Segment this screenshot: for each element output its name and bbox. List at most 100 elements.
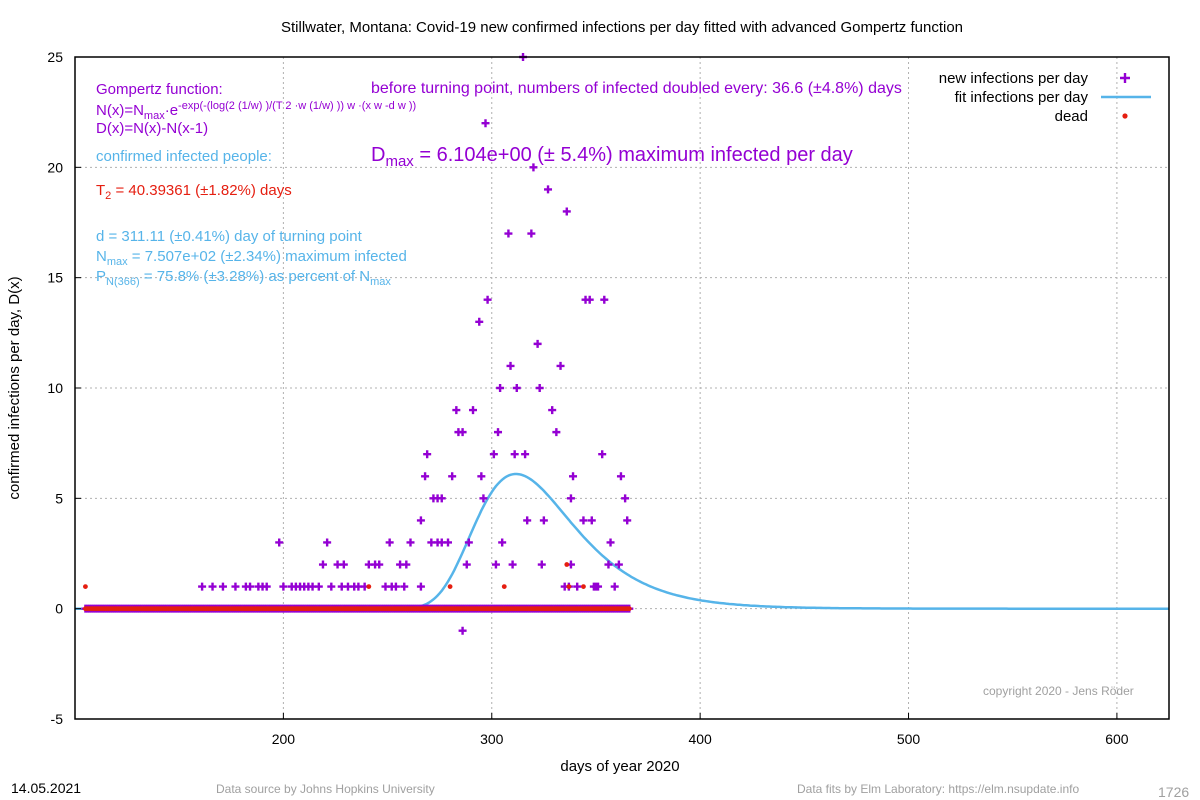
dead-point [564,562,570,567]
new-infection-point [423,450,432,459]
t2-sub: 2 [105,190,112,202]
new-infection-point [566,494,575,503]
new-infection-point [521,450,530,459]
new-infection-point [458,428,467,437]
new-infection-point [314,582,323,591]
new-infection-point [585,295,594,304]
gompertz-title: Gompertz function: [96,81,223,98]
dmax-text: Dmax = 6.104e+00 (± 5.4%) maximum infect… [371,145,853,169]
n-formula-sub: max [143,110,165,122]
x-tick-label: 200 [272,731,296,747]
new-infection-point [598,450,607,459]
new-infection-point [477,472,486,481]
new-infection-point [527,229,536,238]
new-infection-point [529,163,538,172]
footer-number: 1726 [1158,784,1190,800]
y-tick-label: -5 [51,711,64,727]
new-infection-point [510,450,519,459]
y-tick-label: 10 [47,380,63,396]
new-infection-point [406,538,415,547]
y-tick-label: 25 [47,49,63,65]
nmax-text: Nmax = 7.507e+02 (±2.34%) maximum infect… [96,249,407,268]
new-infection-point [416,582,425,591]
t2-text: T2 = 40.39361 (±1.82%) days [96,183,292,202]
dmax-b: = 6.104e+00 (± 5.4%) maximum infected pe… [413,144,853,166]
legend-label-new: new infections per day [939,70,1089,87]
new-infection-point [218,582,227,591]
new-infection-point [262,582,271,591]
new-infection-point [246,582,255,591]
n-formula-b: ·e [164,102,179,119]
new-infection-point [494,428,503,437]
new-infection-point [604,560,613,569]
n-formula-a: N(x)=N [96,102,144,119]
new-infection-point [616,472,625,481]
copyright-text: copyright 2020 - Jens Röder [983,684,1134,698]
dead-point [447,584,453,589]
y-tick-label: 15 [47,270,63,286]
footer-date: 14.05.2021 [11,780,82,796]
new-infection-point [391,582,400,591]
dead-point [581,584,586,589]
y-tick-label: 5 [55,490,63,506]
new-infection-point [579,516,588,525]
new-infection-point [323,538,332,547]
x-tick-label: 600 [1105,731,1129,747]
nmax-a: N [96,248,107,265]
y-axis-label: confirmed infections per day, D(x) [6,276,23,499]
new-infection-point [479,494,488,503]
new-infection-point [623,516,632,525]
new-infection-point [416,516,425,525]
new-infection-point [535,384,544,392]
dead-point [626,606,632,612]
new-infection-point [231,582,240,591]
n-formula-sup: -exp(-(log(2 (1/w) )/(T 2 ·w (1/w) )) w … [178,100,417,112]
new-infection-point [198,582,207,591]
d-turning-text: d = 311.11 (±0.41%) day of turning point [96,228,362,245]
dmax-a: D [371,144,386,166]
x-tick-label: 300 [480,731,504,747]
new-infection-point [496,384,505,392]
p-sub: N(366) [106,276,140,288]
p-b: = 75.8% (±3.28%) as percent of N [139,268,371,285]
new-infection-point [548,406,557,415]
new-infection-point [452,406,461,415]
axis-ticks: 200 300 400 500 600 -5 0 5 10 15 20 25 [47,49,1128,747]
new-infection-point [402,560,411,569]
footer-source: Data source by Johns Hopkins University [216,782,435,796]
new-infection-point [385,538,394,547]
nmax-b: = 7.507e+02 (±2.34%) maximum infected [127,248,407,265]
new-infection-point [594,582,603,591]
new-infection-point [275,538,284,547]
legend-label-dead: dead [1055,108,1088,125]
new-infection-point [339,560,348,569]
legend-marker-dead [1122,113,1128,119]
new-infection-point [437,494,446,503]
new-infection-point [508,560,517,569]
x-tick-label: 500 [897,731,921,747]
dmax-sub: max [385,153,414,170]
d-formula: D(x)=N(x)-N(x-1) [96,120,209,137]
new-infection-point [512,384,521,392]
x-tick-label: 400 [688,731,712,747]
dead-points [83,562,632,612]
legend-marker-new [1120,73,1130,83]
new-infection-point [491,560,500,569]
legend-label-fit: fit infections per day [955,89,1089,106]
new-infection-point [504,229,513,238]
dead-point [83,584,88,589]
new-infection-point [573,582,582,591]
new-infection-point [606,538,615,547]
new-infection-point [208,582,217,591]
new-infection-point [498,538,507,547]
nmax-sub: max [106,256,128,268]
new-infection-point [475,317,484,326]
new-infection-point [458,626,467,635]
new-infection-point [279,582,288,591]
dead-point [566,584,572,589]
t2-a: T [96,182,106,199]
fit-curve [75,472,1169,610]
new-infection-point [375,560,384,569]
legend: new infections per day fit infections per… [939,70,1151,125]
new-infection-point [318,560,327,569]
